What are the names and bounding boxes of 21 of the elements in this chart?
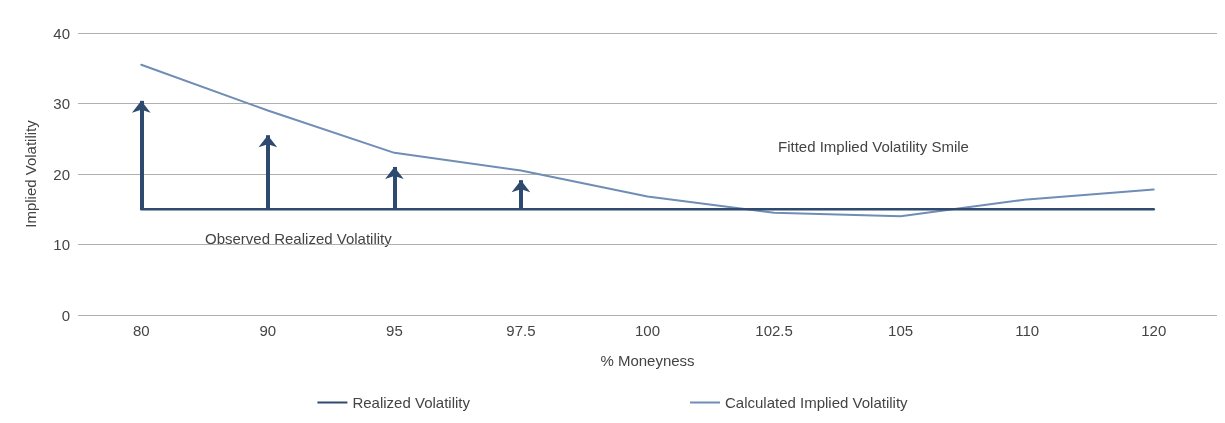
x-tick-label: 120 [1141, 322, 1167, 339]
legend-label: Calculated Implied Volatility [724, 394, 909, 411]
y-tick-label: 20 [53, 165, 70, 183]
y-tick-label: 30 [53, 95, 70, 112]
x-tick-label: 95 [386, 322, 403, 339]
x-axis-title: % Moneyness [600, 352, 695, 369]
x-tick-label: 90 [259, 322, 277, 339]
x-tick-label: 97.5 [506, 322, 536, 339]
y-tick-label: 10 [53, 236, 70, 253]
y-tick-label: 40 [53, 24, 70, 42]
x-tick-label: 105 [888, 322, 914, 339]
y-tick-label: 0 [61, 306, 70, 324]
annotation: Observed Realized Volatility [205, 230, 393, 247]
x-tick-label: 80 [132, 322, 150, 339]
y-axis-title: Implied Volatility [22, 119, 39, 228]
x-tick-label: 100 [634, 322, 661, 339]
x-tick-label: 102.5 [755, 322, 793, 339]
x-tick-label: 110 [1015, 322, 1040, 339]
line-series [140, 63, 1155, 218]
annotation: Fitted Implied Volatility Smile [778, 138, 969, 155]
legend-label: Realized Volatility [352, 394, 471, 411]
